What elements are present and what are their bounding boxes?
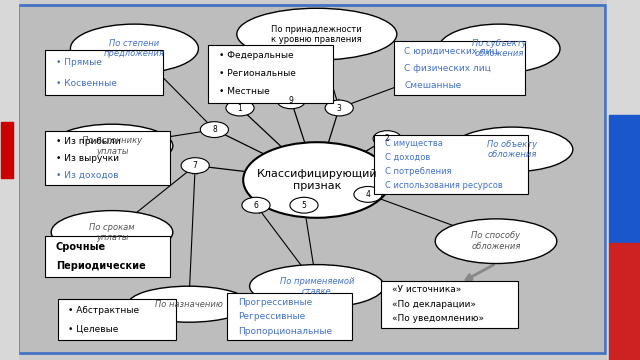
Text: С потребления: С потребления [385, 167, 452, 176]
Ellipse shape [250, 265, 384, 308]
Circle shape [290, 197, 318, 213]
Circle shape [181, 158, 209, 174]
Bar [0, 0, 18, 360]
Circle shape [277, 93, 305, 109]
Text: Классифицирующий
признак: Классифицирующий признак [257, 169, 377, 191]
Text: «У источника»: «У источника» [392, 285, 461, 294]
Text: 5: 5 [301, 201, 307, 210]
Text: По способу
обложения: По способу обложения [471, 231, 521, 251]
Text: 2: 2 [385, 134, 390, 143]
Circle shape [354, 186, 382, 202]
Text: По степени
предложения: По степени предложения [104, 39, 165, 58]
Circle shape [226, 100, 254, 116]
Text: 6: 6 [253, 201, 259, 210]
Text: С доходов: С доходов [385, 153, 431, 162]
Text: Периодические: Периодические [56, 261, 145, 271]
FancyBboxPatch shape [374, 135, 528, 194]
Text: По назначению: По назначению [155, 300, 223, 309]
Text: Регрессивные: Регрессивные [238, 312, 305, 321]
Text: «По декларации»: «По декларации» [392, 300, 476, 309]
Circle shape [242, 197, 270, 213]
Circle shape [200, 122, 228, 138]
Ellipse shape [70, 24, 198, 73]
Bar [609, 243, 640, 360]
Bar [609, 115, 640, 243]
Circle shape [325, 100, 353, 116]
Text: 4: 4 [365, 190, 371, 199]
FancyBboxPatch shape [381, 281, 518, 328]
Text: 9: 9 [289, 96, 294, 105]
Text: • Целевые: • Целевые [68, 324, 119, 333]
Text: С юридических лиц: С юридических лиц [404, 47, 498, 56]
FancyBboxPatch shape [45, 131, 170, 185]
Ellipse shape [451, 127, 573, 172]
Ellipse shape [243, 142, 390, 218]
Text: • Региональные: • Региональные [219, 69, 296, 78]
Text: • Федеральные: • Федеральные [219, 51, 294, 60]
Bar [1, 122, 13, 178]
FancyBboxPatch shape [208, 45, 333, 103]
Ellipse shape [128, 286, 250, 322]
Text: • Из прибыли: • Из прибыли [56, 137, 120, 146]
FancyBboxPatch shape [227, 293, 352, 340]
Text: • Местные: • Местные [219, 87, 269, 96]
FancyBboxPatch shape [45, 50, 163, 95]
Text: По объекту
обложения: По объекту обложения [487, 140, 537, 159]
FancyBboxPatch shape [58, 299, 176, 340]
Text: Прогрессивные: Прогрессивные [238, 298, 312, 307]
Text: «По уведомлению»: «По уведомлению» [392, 314, 484, 323]
Ellipse shape [438, 24, 560, 73]
Text: 1: 1 [237, 104, 243, 112]
Text: • Косвенные: • Косвенные [56, 79, 116, 88]
Ellipse shape [435, 219, 557, 264]
Text: По субъекту
обложения: По субъекту обложения [472, 39, 527, 58]
Text: Пропорциональные: Пропорциональные [238, 327, 332, 336]
Ellipse shape [51, 211, 173, 254]
FancyBboxPatch shape [45, 236, 170, 277]
Text: По срокам
уплаты: По срокам уплаты [89, 222, 135, 242]
Text: Срочные: Срочные [56, 242, 106, 252]
Text: Смешанные: Смешанные [404, 81, 461, 90]
Text: По принадлежности
к уровню правления: По принадлежности к уровню правления [271, 24, 362, 44]
FancyBboxPatch shape [394, 41, 525, 95]
Text: По источнику
уплаты: По источнику уплаты [82, 136, 142, 156]
FancyBboxPatch shape [18, 5, 605, 353]
Text: • Из выручки: • Из выручки [56, 154, 118, 163]
Text: • Абстрактные: • Абстрактные [68, 306, 140, 315]
Text: 8: 8 [212, 125, 217, 134]
Circle shape [373, 131, 401, 147]
Text: С физических лиц: С физических лиц [404, 64, 492, 73]
Text: С использования ресурсов: С использования ресурсов [385, 181, 503, 190]
Ellipse shape [51, 124, 173, 167]
Ellipse shape [237, 8, 397, 60]
Text: • Из доходов: • Из доходов [56, 171, 118, 180]
Text: С имущества: С имущества [385, 139, 443, 148]
Text: По применяемой
ставке: По применяемой ставке [280, 276, 354, 296]
Text: • Прямые: • Прямые [56, 58, 102, 67]
Text: 7: 7 [193, 161, 198, 170]
Text: 3: 3 [337, 104, 342, 112]
Bar [607, 0, 640, 360]
